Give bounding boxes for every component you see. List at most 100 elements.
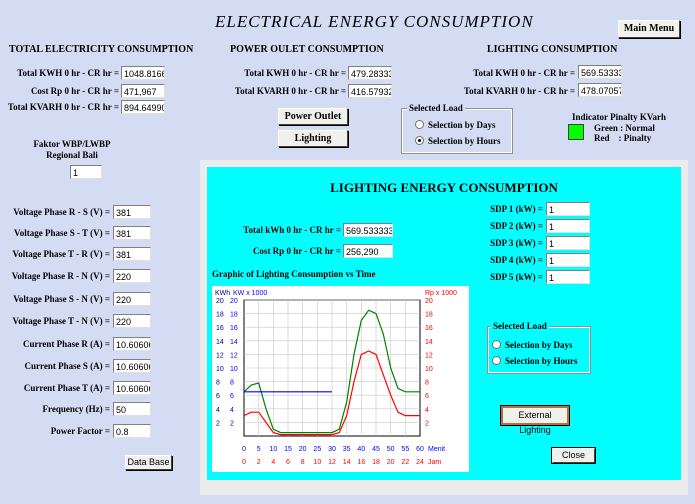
lighting-kwh-field[interactable]: 569.53333 — [578, 65, 622, 79]
sdp-label: SDP 1 (kW) = — [490, 204, 543, 214]
close-button[interactable]: Close — [551, 447, 596, 464]
series-lines — [243, 309, 420, 436]
measurement-field[interactable]: 10.606060 — [113, 337, 151, 351]
lighting-button[interactable]: Lighting — [278, 130, 348, 147]
series-line-1 — [243, 309, 420, 434]
x-tick-label-hours: 18 — [372, 459, 380, 466]
radio-off-icon — [415, 120, 424, 129]
selection-by-days-radio[interactable]: Selection by Days — [415, 120, 496, 130]
x-tick-label-hours: 0 — [242, 459, 246, 466]
y-tick-label-kwh: 4 — [216, 407, 220, 414]
measurement-field[interactable]: 381 — [113, 226, 151, 240]
measurement-label: Voltage Phase S - T (V) = — [14, 228, 110, 238]
sdp-label: SDP 3 (kW) = — [490, 238, 543, 248]
power-outlet-heading: POWER OULET CONSUMPTION — [230, 44, 384, 55]
popup-kwh-label: Total kWh 0 hr - CR hr = — [243, 225, 341, 235]
faktor-label-line2: Regional Bali — [46, 150, 98, 160]
external-lighting-button[interactable]: External Lighting — [500, 405, 570, 435]
total-kwh-field[interactable]: 1048.8166 — [121, 66, 165, 80]
penalty-indicator-lamp — [568, 124, 584, 140]
measurement-field[interactable]: 10.606060 — [113, 359, 151, 373]
x-tick-label-minutes: 60 — [416, 446, 424, 453]
measurement-label: Voltage Phase R - S (V) = — [13, 207, 110, 217]
x-tick-label-minutes: 20 — [299, 446, 307, 453]
x-tick-label-hours: 6 — [286, 459, 290, 466]
radio-off-icon — [492, 340, 501, 349]
popup-selected-load-legend: Selected Load — [491, 321, 549, 331]
measurement-label: Current Phase S (A) = — [24, 361, 110, 371]
x-tick-label-hours: 20 — [387, 459, 395, 466]
popup-selection-by-hours-radio[interactable]: Selection by Hours — [492, 356, 578, 366]
sdp-field[interactable]: 1 — [546, 202, 590, 216]
sdp-field[interactable]: 1 — [546, 253, 590, 267]
y-tick-label-kwh: 12 — [216, 352, 224, 359]
power-outlet-button[interactable]: Power Outlet — [278, 108, 348, 125]
indicator-red-legend: Red : Pinalty — [594, 133, 652, 143]
measurement-field[interactable]: 381 — [113, 205, 151, 219]
x-tick-label-minutes: 25 — [313, 446, 321, 453]
popup-cost-label: Cost Rp 0 hr - CR hr = — [252, 246, 341, 256]
measurement-field[interactable]: 220 — [113, 292, 151, 306]
popup-kwh-field[interactable]: 569.5333333 — [343, 223, 393, 237]
lighting-kvarh-field[interactable]: 478.07057 — [578, 83, 622, 97]
y-tick-label-rp: 20 — [425, 298, 433, 305]
x-ticks: 0 5 10 15 20 25 30 35 40 45 50 55 600 2 4 6 8 10 12 14 16 18 2… — [242, 446, 424, 466]
faktor-field[interactable]: 1 — [70, 165, 102, 179]
selection-by-days-label: Selection by Days — [428, 120, 496, 130]
y-tick-label-rp: 2 — [425, 420, 429, 427]
x-tick-label-hours: 12 — [328, 459, 336, 466]
measurement-field[interactable]: 50 — [113, 402, 151, 416]
total-kvarh-field[interactable]: 894.64990 — [121, 100, 165, 114]
measurement-field[interactable]: 220 — [113, 269, 151, 283]
total-kvarh-label: Total KVARH 0 hr - CR hr = — [7, 102, 119, 112]
sdp-label: SDP 4 (kW) = — [490, 255, 543, 265]
measurement-field[interactable]: 0.8 — [113, 424, 151, 438]
sdp-label: SDP 2 (kW) = — [490, 221, 543, 231]
y-tick-label-kw: 8 — [230, 380, 234, 387]
sdp-field[interactable]: 1 — [546, 270, 590, 284]
popup-selection-by-days-radio[interactable]: Selection by Days — [492, 340, 573, 350]
gridlines — [244, 299, 420, 436]
series-line-2 — [243, 350, 420, 436]
x-tick-label-minutes: 30 — [328, 446, 336, 453]
x-tick-label-minutes: 35 — [343, 446, 351, 453]
popup-cost-field[interactable]: 256,290 — [343, 244, 393, 258]
selection-by-hours-label: Selection by Hours — [428, 136, 501, 146]
database-button[interactable]: Data Base — [125, 455, 172, 470]
power-outlet-kvarh-field[interactable]: 416.57932 — [348, 84, 392, 98]
graph-title: Graphic of Lighting Consumption vs Time — [212, 269, 376, 279]
y-label-kwh: KWh — [215, 290, 230, 297]
measurement-field[interactable]: 10.606060 — [113, 381, 151, 395]
x-tick-label-hours: 14 — [343, 459, 351, 466]
popup-selection-by-days-label: Selection by Days — [505, 340, 573, 350]
x-label-minutes: Menit — [428, 446, 445, 453]
y-tick-label-kw: 6 — [230, 393, 234, 400]
measurement-label: Voltage Phase R - N (V) = — [11, 271, 110, 281]
sdp-field[interactable]: 1 — [546, 219, 590, 233]
x-tick-label-hours: 24 — [416, 459, 424, 466]
y-tick-label-kwh: 6 — [216, 393, 220, 400]
total-cost-label: Cost Rp 0 hr - CR hr = — [30, 86, 119, 96]
measurement-field[interactable]: 381 — [113, 247, 151, 261]
popup-selection-by-hours-label: Selection by Hours — [505, 356, 578, 366]
measurement-label: Voltage Phase T - N (V) = — [12, 316, 110, 326]
selected-load-legend: Selected Load — [407, 103, 465, 113]
sdp-field[interactable]: 1 — [546, 236, 590, 250]
y-tick-label-kwh: 18 — [216, 312, 224, 319]
x-tick-label-minutes: 45 — [372, 446, 380, 453]
total-cost-field[interactable]: 471,967 — [121, 84, 165, 98]
y-tick-label-rp: 6 — [425, 393, 429, 400]
indicator-green-legend: Green : Normal — [594, 123, 655, 133]
measurement-label: Frequency (Hz) = — [42, 404, 110, 414]
measurement-field[interactable]: 220 — [113, 314, 151, 328]
y-tick-label-kwh: 14 — [216, 339, 224, 346]
y-label-kw: KW x 1000 — [233, 290, 267, 297]
x-tick-label-hours: 22 — [401, 459, 409, 466]
x-tick-label-minutes: 5 — [257, 446, 261, 453]
main-menu-button[interactable]: Main Menu — [618, 20, 680, 38]
x-tick-label-minutes: 55 — [401, 446, 409, 453]
y-tick-label-kw: 2 — [230, 420, 234, 427]
selection-by-hours-radio[interactable]: Selection by Hours — [415, 136, 501, 146]
power-outlet-kwh-field[interactable]: 479.28333 — [348, 66, 392, 80]
lighting-popup: LIGHTING ENERGY CONSUMPTION Total kWh 0 … — [207, 167, 681, 480]
